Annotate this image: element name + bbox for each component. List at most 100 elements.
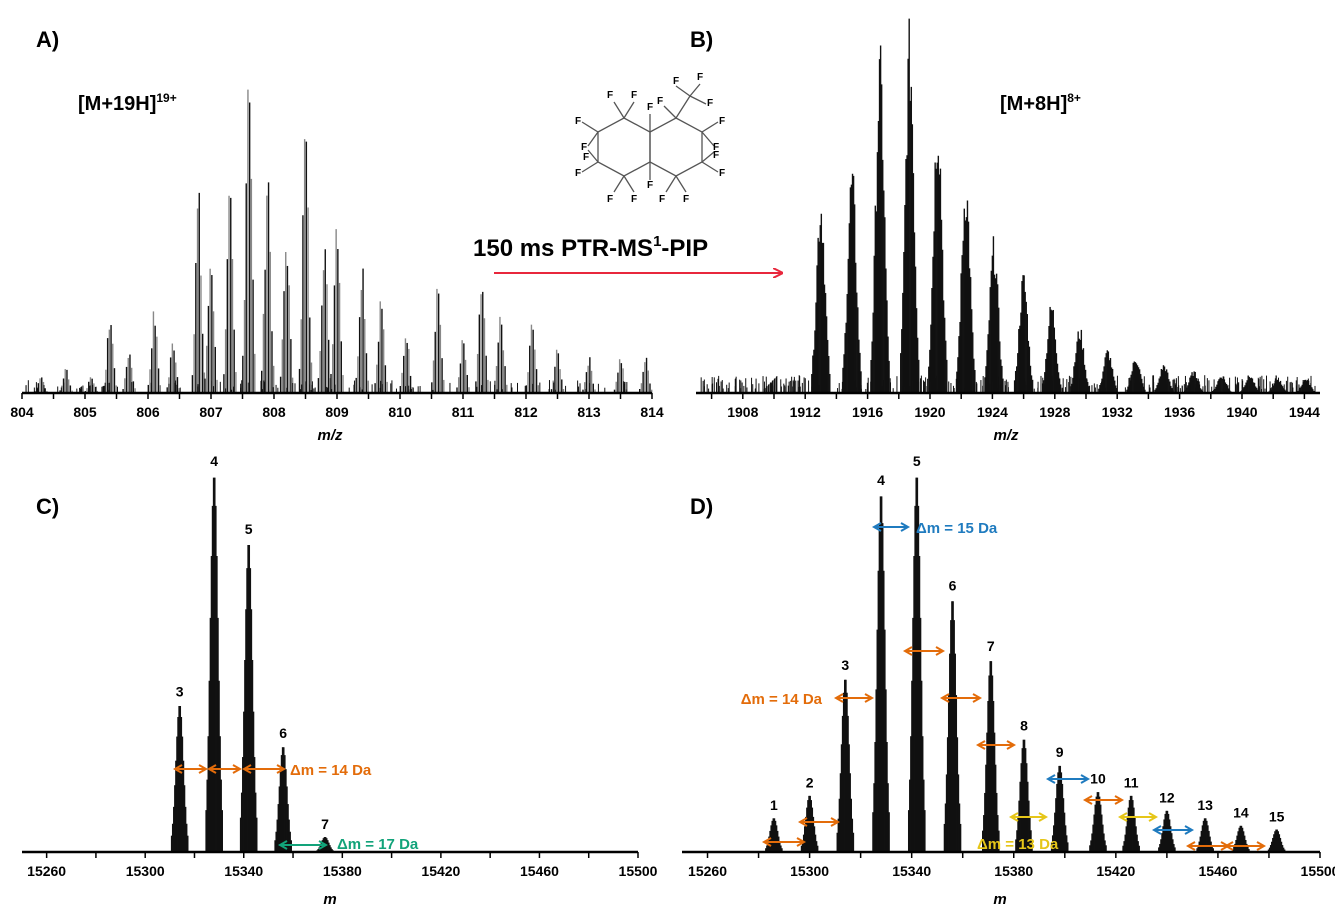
delta-arrow	[277, 840, 329, 850]
fluorine-atom: F	[575, 168, 581, 179]
x-tick-label: 813	[577, 404, 601, 420]
fluorine-atom: F	[647, 102, 653, 113]
fluorine-atom: F	[713, 142, 719, 153]
fluorine-atom: F	[713, 150, 719, 161]
reaction-arrow: 150 ms PTR-MS1-PIP	[473, 233, 782, 273]
x-tick-label: 15500	[619, 863, 658, 879]
peak-label: 8	[1020, 718, 1028, 734]
peak	[928, 155, 948, 393]
x-tick-label: 15340	[892, 863, 931, 879]
peak	[494, 316, 508, 393]
x-tick-label: 15260	[27, 863, 66, 879]
peak-label: 6	[279, 725, 287, 741]
panel-a: A) [M+19H]19+ 804 805 806 807 808 809 810 811 81…	[10, 27, 664, 444]
peak: 9	[1050, 744, 1069, 852]
delta-arrow	[172, 764, 209, 774]
peak	[204, 268, 218, 393]
delta-arrow	[241, 764, 287, 774]
panel-b-label: B)	[690, 27, 713, 52]
panel-b-peaks	[700, 18, 1316, 393]
peak: 13	[1196, 797, 1214, 852]
peak	[984, 236, 1004, 393]
fluorine-atom: F	[647, 180, 653, 191]
peak-label: 3	[841, 657, 849, 673]
fluorine-atom: F	[583, 152, 589, 163]
x-tick-label: 15500	[1301, 863, 1335, 879]
x-tick-label: 814	[640, 404, 664, 420]
fluorine-atom: F	[673, 76, 679, 87]
x-tick-label: 1916	[852, 404, 883, 420]
peak: 4	[872, 472, 890, 852]
peak: 14	[1232, 805, 1250, 852]
peak	[59, 369, 73, 393]
peak	[613, 359, 628, 393]
panel-c-peaks: 3 4 5 6 7	[170, 453, 334, 852]
x-tick-label: 15420	[1096, 863, 1135, 879]
peak	[456, 340, 470, 393]
panel-a-peaks	[25, 89, 653, 393]
x-tick-label: 807	[199, 404, 223, 420]
fluorine-atom: F	[657, 96, 663, 107]
x-tick-label: 810	[388, 404, 412, 420]
peak-label: 6	[949, 578, 957, 594]
x-tick-label: 812	[514, 404, 538, 420]
peak: 7	[981, 638, 1000, 852]
peak	[525, 324, 539, 393]
peak-label: 4	[877, 472, 885, 488]
peak-label: 2	[806, 774, 814, 790]
fluorine-atom: F	[607, 90, 613, 101]
peak: 8	[1015, 718, 1033, 852]
panel-d-annotations: Δm = 15 Da Δm = 14 Da Δm = 13 Da	[741, 520, 1267, 853]
fluorine-atom: F	[697, 72, 703, 83]
x-tick-label: 15460	[520, 863, 559, 879]
peak	[870, 45, 890, 393]
baseline-noise	[700, 375, 1316, 393]
panel-c-label: C)	[36, 494, 59, 519]
x-tick-label: 15420	[421, 863, 460, 879]
peak-label: 11	[1124, 774, 1139, 790]
panel-d-x-axis: 15260 15300 15340 15380 15420 15460 15500	[682, 850, 1335, 879]
x-tick-label: 806	[136, 404, 160, 420]
peak: 5	[907, 453, 926, 852]
peak-label: 7	[987, 638, 995, 654]
peak	[122, 354, 136, 393]
peak-label: 3	[176, 684, 184, 700]
fluorine-atom: F	[683, 194, 689, 205]
peak	[84, 377, 99, 393]
peak-label: 14	[1233, 805, 1249, 821]
delta-arrow	[1008, 812, 1049, 822]
panel-d-label: D)	[690, 494, 713, 519]
panel-b-ion-label: [M+8H]8+	[1000, 91, 1081, 115]
fluorine-atom: F	[631, 194, 637, 205]
peak	[298, 139, 313, 393]
x-tick-label: 15300	[790, 863, 829, 879]
peak	[956, 200, 976, 393]
peak	[431, 288, 445, 393]
x-tick-label: 808	[262, 404, 286, 420]
delta-arrow	[833, 693, 875, 703]
peak	[191, 192, 206, 393]
molecule-ring-left	[597, 117, 651, 177]
peak	[842, 173, 862, 393]
panel-b: B) [M+8H]8+ 1908 1912 1916 1920 1924 1928 1932…	[690, 18, 1320, 444]
x-tick-label: 15300	[126, 863, 165, 879]
delta-arrow	[797, 817, 841, 827]
x-tick-label: 15380	[994, 863, 1033, 879]
delta-m-label: Δm = 15 Da	[916, 520, 998, 537]
peak	[355, 268, 369, 393]
peak: 12	[1158, 789, 1176, 852]
fluorine-atom: F	[719, 168, 725, 179]
peak-label: 1	[770, 797, 778, 813]
peak	[223, 195, 237, 393]
panel-d-x-label: m	[993, 891, 1006, 908]
peak-label: 9	[1056, 744, 1064, 760]
peak	[582, 357, 596, 393]
peak-label: 15	[1269, 808, 1285, 824]
molecule-ring-right	[649, 117, 703, 177]
panel-b-x-label: m/z	[993, 427, 1019, 444]
